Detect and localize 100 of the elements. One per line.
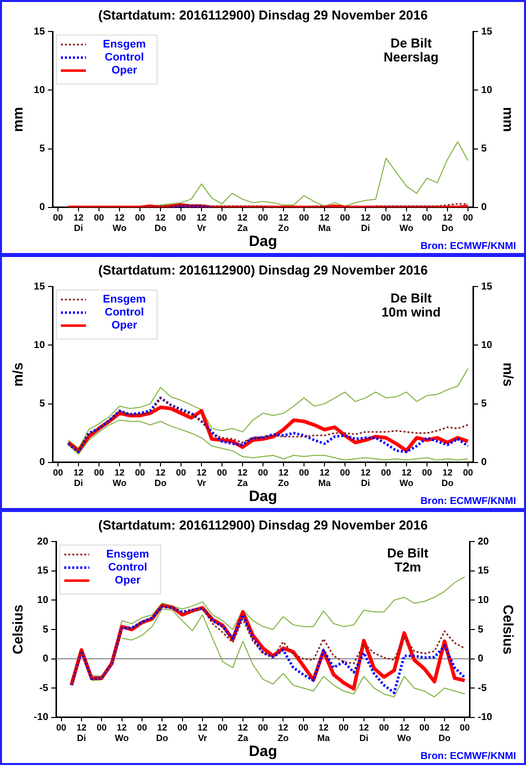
y-tick-label: 0 <box>42 654 49 665</box>
annotation: De Bilt <box>390 290 432 306</box>
x-tick-label: 12 Di <box>74 212 84 234</box>
x-tick-label: 12 Ma <box>318 212 332 234</box>
legend-label: Oper <box>114 574 142 587</box>
y-tick-label: 10 <box>37 594 49 606</box>
y-tick-label: 5 <box>42 624 49 636</box>
x-tick-label: 12 Vr <box>197 722 208 744</box>
x-tick-label: 12 Za <box>237 467 249 488</box>
x-tick-label: 00 <box>177 722 188 732</box>
x-tick-label: 00 <box>462 212 473 222</box>
x-tick-label: 00 <box>94 467 104 478</box>
x-tick-label: 00 <box>217 467 228 478</box>
chart-title: (Startdatum: 2016112900) Dinsdag 29 November 2016 <box>98 517 428 532</box>
x-tick-label: 00 <box>53 212 64 222</box>
x-tick-label: 12 Do <box>438 722 452 744</box>
x-axis-title: Dag <box>248 233 278 250</box>
x-tick-label: 00 <box>176 212 186 222</box>
legend-label: Oper <box>111 320 138 332</box>
x-tick-label: 00 <box>258 722 268 732</box>
x-tick-label: 00 <box>462 467 473 478</box>
x-axis-title: Dag <box>248 743 278 760</box>
y-tick-label: 15 <box>37 566 49 577</box>
x-tick-label: 12 Do <box>154 467 168 488</box>
x-tick-label: 12 Do <box>154 212 168 234</box>
y-tick-label: 5 <box>39 398 46 410</box>
x-tick-label: 00 <box>56 722 66 732</box>
legend-label: Control <box>104 306 144 319</box>
x-tick-label: 12 Ma <box>317 722 331 744</box>
x-tick-label: 00 <box>298 467 309 478</box>
x-tick-label: 12 Zo <box>278 212 290 234</box>
y2-tick-label: 10 <box>481 84 493 96</box>
x-tick-label: 12 Wo <box>112 467 127 488</box>
y-tick-label: 15 <box>34 26 46 38</box>
x-tick-label: 12 Za <box>237 212 249 234</box>
x-tick-label: 00 <box>96 722 107 732</box>
x-tick-label: 12 Do <box>441 467 454 488</box>
y2-tick-label: 20 <box>478 536 490 548</box>
annotation: 10m wind <box>381 304 441 320</box>
y2-axis-title: Celsius <box>500 604 517 655</box>
y-axis-title: m/s <box>9 362 26 387</box>
x-tick-label: 00 <box>380 467 391 478</box>
annotation: T2m <box>394 560 422 575</box>
x-tick-label: 00 <box>460 722 470 732</box>
text: Bron: ECMWF/KNMI <box>420 496 516 507</box>
x-tick-label: 12 Vr <box>196 467 207 488</box>
y2-tick-label: 10 <box>481 340 493 351</box>
x-tick-label: 00 <box>53 467 64 478</box>
x-tick-label: 12 Di <box>74 467 84 488</box>
x-tick-label: 12 Di <box>360 467 370 488</box>
x-tick-label: 12 Do <box>441 212 454 234</box>
x-tick-label: 12 Di <box>358 722 369 744</box>
x-tick-label: 00 <box>258 212 268 222</box>
x-tick-label: 00 <box>422 467 432 478</box>
y2-axis-title: mm <box>500 107 517 132</box>
legend-label: Oper <box>111 64 138 77</box>
x-tick-label: 12 Wo <box>112 212 127 234</box>
x-tick-label: 00 <box>218 722 228 732</box>
y2-tick-label: 5 <box>481 144 488 155</box>
legend-label: Ensgem <box>102 294 146 306</box>
y-tick-label: 5 <box>39 144 46 155</box>
y2-axis-title: m/s <box>500 362 517 387</box>
x-tick-label: 00 <box>135 467 146 478</box>
x-tick-label: 12 Za <box>238 722 250 744</box>
x-tick-label: 12 Wo <box>400 212 414 234</box>
y-axis-title: mm <box>9 107 26 132</box>
y-tick-label: -5 <box>39 682 49 694</box>
x-tick-label: 12 Di <box>76 722 86 744</box>
y2-tick-label: 5 <box>478 624 484 636</box>
legend-label: Ensgem <box>102 38 146 51</box>
y-tick-label: 0 <box>39 457 46 468</box>
annotation: De Bilt <box>390 36 432 51</box>
annotation: De Bilt <box>387 546 430 561</box>
y2-tick-label: 0 <box>481 202 488 214</box>
y2-tick-label: 15 <box>481 281 493 292</box>
legend-label: Ensgem <box>106 548 150 561</box>
y-tick-label: 15 <box>34 281 46 292</box>
x-tick-label: 12 Ma <box>318 467 332 488</box>
x-tick-label: 00 <box>258 467 268 478</box>
y2-tick-label: 5 <box>481 398 488 410</box>
x-tick-label: 00 <box>380 212 391 222</box>
chart-title: (Startdatum: 2016112900) Dinsdag 29 November 2016 <box>98 262 428 278</box>
x-tick-label: 00 <box>379 722 390 732</box>
text: Bron: ECMWF/KNMI <box>420 751 516 762</box>
x-tick-label: 00 <box>136 722 147 732</box>
y2-tick-label: 15 <box>481 26 493 38</box>
x-tick-label: 00 <box>419 722 430 732</box>
x-tick-label: 00 <box>217 212 228 222</box>
x-tick-label: 00 <box>422 212 432 222</box>
x-tick-label: 00 <box>298 722 308 732</box>
y2-tick-label: -10 <box>478 712 493 724</box>
y2-tick-label: 10 <box>478 594 490 606</box>
x-tick-label: 12 Wo <box>397 722 412 744</box>
x-tick-label: 00 <box>298 212 309 222</box>
x-tick-label: 00 <box>340 467 350 478</box>
y2-tick-label: 0 <box>481 457 488 468</box>
chart-title: (Startdatum: 2016112900) Dinsdag 29 November 2016 <box>98 7 428 22</box>
x-tick-label: 00 <box>135 212 146 222</box>
x-tick-label: 12 Zo <box>278 722 290 744</box>
y2-tick-label: 0 <box>478 654 484 665</box>
